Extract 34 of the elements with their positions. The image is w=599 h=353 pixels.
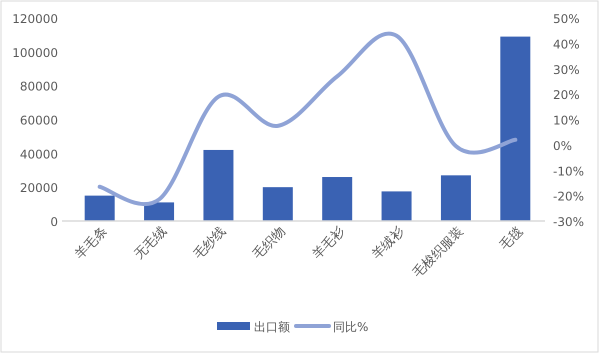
legend-label: 出口额 <box>254 320 290 334</box>
y2-tick-label: 40% <box>553 37 580 52</box>
y2-tick-label: -10% <box>553 164 584 178</box>
x-tick-label: 无毛绒 <box>132 224 170 262</box>
x-tick-label: 羊毛条 <box>72 224 111 262</box>
x-tick-label: 毛梭织服装 <box>410 224 467 281</box>
y-tick-label: 120000 <box>12 12 58 26</box>
bar <box>262 187 293 221</box>
bar <box>203 150 234 221</box>
bar <box>500 36 530 221</box>
y-tick-label: 40000 <box>20 147 58 162</box>
bar <box>144 202 174 221</box>
y2-tick-label: -30% <box>553 215 584 229</box>
y2-tick-label: 10% <box>553 114 580 128</box>
y-tick-label: 60000 <box>20 114 58 128</box>
x-tick-label: 羊毛衫 <box>310 224 348 262</box>
bar <box>322 177 352 221</box>
x-tick-label: 毛毯 <box>497 224 526 254</box>
y-tick-label: 80000 <box>20 80 58 94</box>
y2-tick-label: -20% <box>553 190 584 204</box>
y2-tick-label: 30% <box>553 62 580 77</box>
y-tick-label: 20000 <box>20 181 58 196</box>
y2-tick-label: 0% <box>553 138 572 153</box>
x-tick-label: 羊绒衫 <box>369 224 408 262</box>
y2-tick-label: 20% <box>553 88 580 102</box>
y-tick-label: 100000 <box>12 46 58 60</box>
y2-tick-label: 50% <box>553 12 580 26</box>
x-tick-label: 毛纱线 <box>191 224 230 262</box>
bar <box>84 196 115 221</box>
y-tick-label: 0 <box>50 215 58 229</box>
x-tick-label: 毛织物 <box>250 224 289 262</box>
bar <box>382 191 412 221</box>
bar <box>440 175 471 221</box>
legend-label: 同比% <box>333 320 368 334</box>
